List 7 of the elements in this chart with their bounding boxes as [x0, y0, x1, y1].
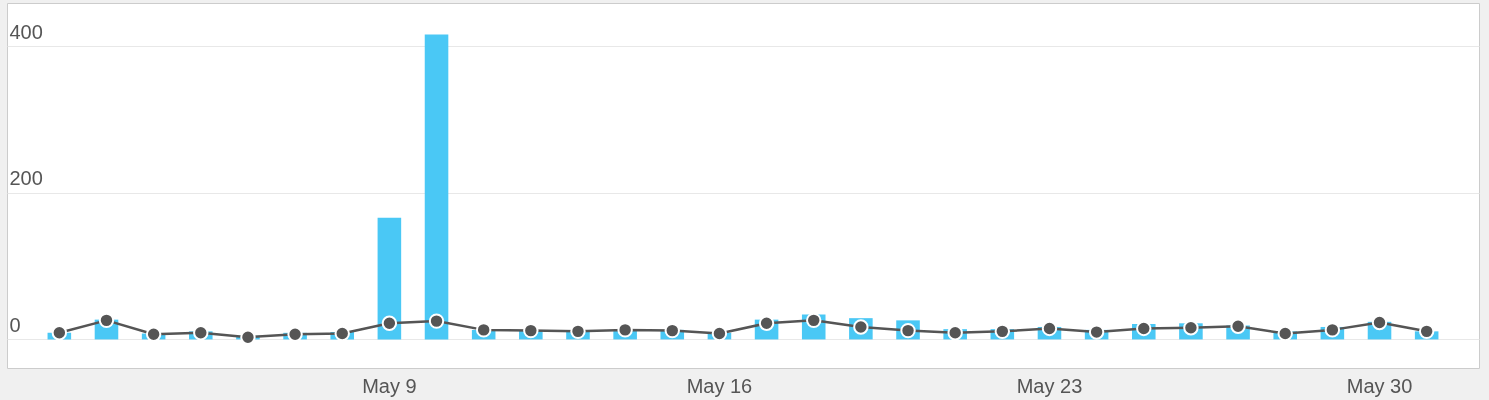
x-tick-label: May 9 — [362, 374, 417, 397]
x-tick-label: May 16 — [686, 374, 753, 397]
y-tick-label: 400 — [9, 20, 43, 43]
x-tick-label: May 23 — [1016, 374, 1083, 397]
y-tick-label: 0 — [9, 313, 21, 336]
y-tick-label: 200 — [9, 167, 43, 190]
x-tick-label: May 30 — [1346, 374, 1413, 397]
